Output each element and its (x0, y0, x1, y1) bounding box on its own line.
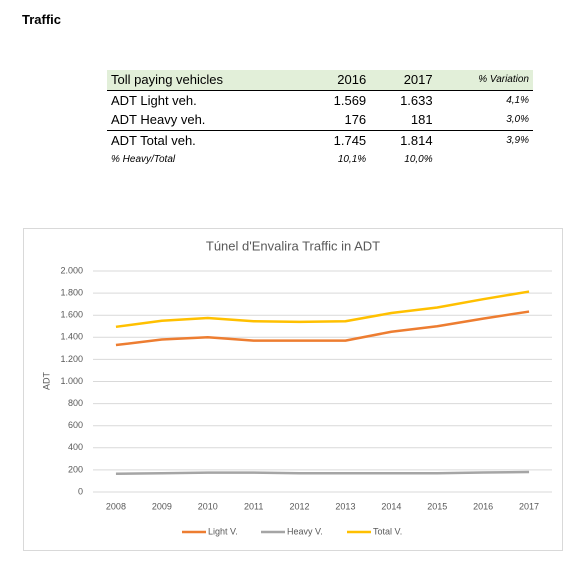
y-tick-label: 2.000 (60, 265, 83, 275)
x-tick-label: 2008 (106, 501, 126, 511)
table-row: ADT Total veh. 1.745 1.814 3,9% (107, 129, 533, 150)
chart-frame (23, 228, 563, 551)
y-tick-label: 1.200 (60, 354, 83, 364)
legend-label: Light V. (208, 526, 238, 536)
y-tick-label: 200 (68, 464, 83, 474)
table-header: Toll paying vehicles 2016 2017 % Variati… (107, 70, 533, 91)
y-tick-label: 1.800 (60, 287, 83, 297)
x-tick-label: 2016 (473, 501, 493, 511)
heading: Traffic (22, 12, 62, 27)
cell: 1.745 (303, 129, 371, 150)
cell: ADT Light veh. (111, 92, 197, 108)
x-tick-label: 2017 (519, 501, 539, 511)
cell: 3,0% (506, 114, 529, 126)
table-row: % Heavy/Total 10,1% 10,0% (107, 150, 533, 170)
table-row: ADT Light veh. 1.569 1.633 4,1% (107, 90, 533, 110)
y-tick-label: 1.000 (60, 376, 83, 386)
x-tick-label: 2014 (381, 501, 401, 511)
cell: ADT Heavy veh. (111, 112, 206, 128)
y-tick-label: 0 (78, 486, 83, 496)
header-cell: 2017 (370, 70, 437, 91)
x-tick-label: 2009 (152, 501, 172, 511)
y-tick-label: 1.400 (60, 332, 83, 342)
series-line (115, 310, 530, 347)
x-tick-label: 2013 (335, 501, 355, 511)
cell: 10,0% (404, 154, 433, 166)
header-cell: 2016 (303, 70, 371, 91)
series-line (115, 470, 530, 476)
header-cell: Toll paying vehicles (107, 70, 304, 91)
cell: 1.633 (400, 92, 433, 108)
cell: % Heavy/Total (111, 154, 176, 166)
y-tick-label: 800 (68, 398, 83, 408)
cell: 3,9% (436, 129, 533, 150)
x-tick-label: 2015 (427, 501, 447, 511)
cell: 10,1% (337, 154, 367, 166)
cell: 176 (344, 112, 367, 128)
y-axis-label: ADT (41, 371, 51, 390)
chart-title: Túnel d'Envalira Traffic in ADT (206, 238, 380, 253)
y-tick-label: 600 (68, 420, 83, 430)
cell: 1.814 (370, 129, 437, 150)
x-tick-label: 2011 (244, 501, 263, 511)
cell: ADT Total veh. (107, 129, 304, 150)
header-cell: % Variation (436, 70, 533, 91)
cell: 4,1% (506, 94, 529, 106)
x-tick-label: 2012 (290, 501, 310, 511)
traffic-table: Toll paying vehicles 2016 2017 % Variati… (107, 70, 533, 170)
cell: 1.569 (333, 92, 367, 108)
cell: 181 (410, 112, 433, 128)
y-tick-label: 1.600 (60, 310, 83, 320)
y-tick-label: 400 (68, 442, 83, 452)
x-tick-label: 2010 (198, 501, 218, 511)
table-row: ADT Heavy veh. 176 181 3,0% (107, 110, 533, 130)
legend-label: Heavy V. (287, 526, 323, 536)
series-line (115, 290, 530, 329)
legend-label: Total V. (373, 526, 402, 536)
